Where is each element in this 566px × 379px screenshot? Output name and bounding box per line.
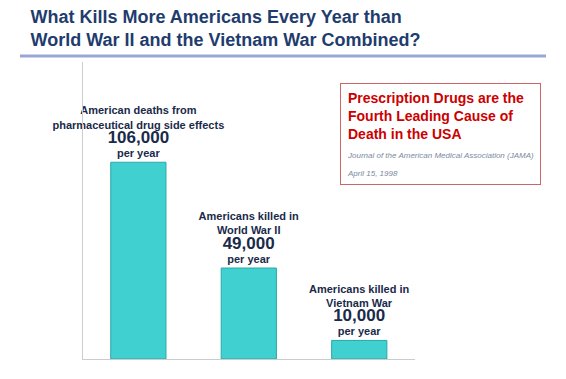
svg-text:Prescription Drugs are theFour: Prescription Drugs are theFourth Leading… xyxy=(347,90,534,178)
svg-text:American deaths frompharmaceut: American deaths frompharmaceutical drug … xyxy=(52,104,224,159)
svg-text:Americans killed inWorld War I: Americans killed inWorld War II49,000per… xyxy=(199,210,300,265)
svg-text:Americans killed inVietnam War: Americans killed inVietnam War10,000per … xyxy=(309,283,410,338)
svg-text:What Kills More Americans Ever: What Kills More Americans Every Year tha… xyxy=(31,7,421,50)
